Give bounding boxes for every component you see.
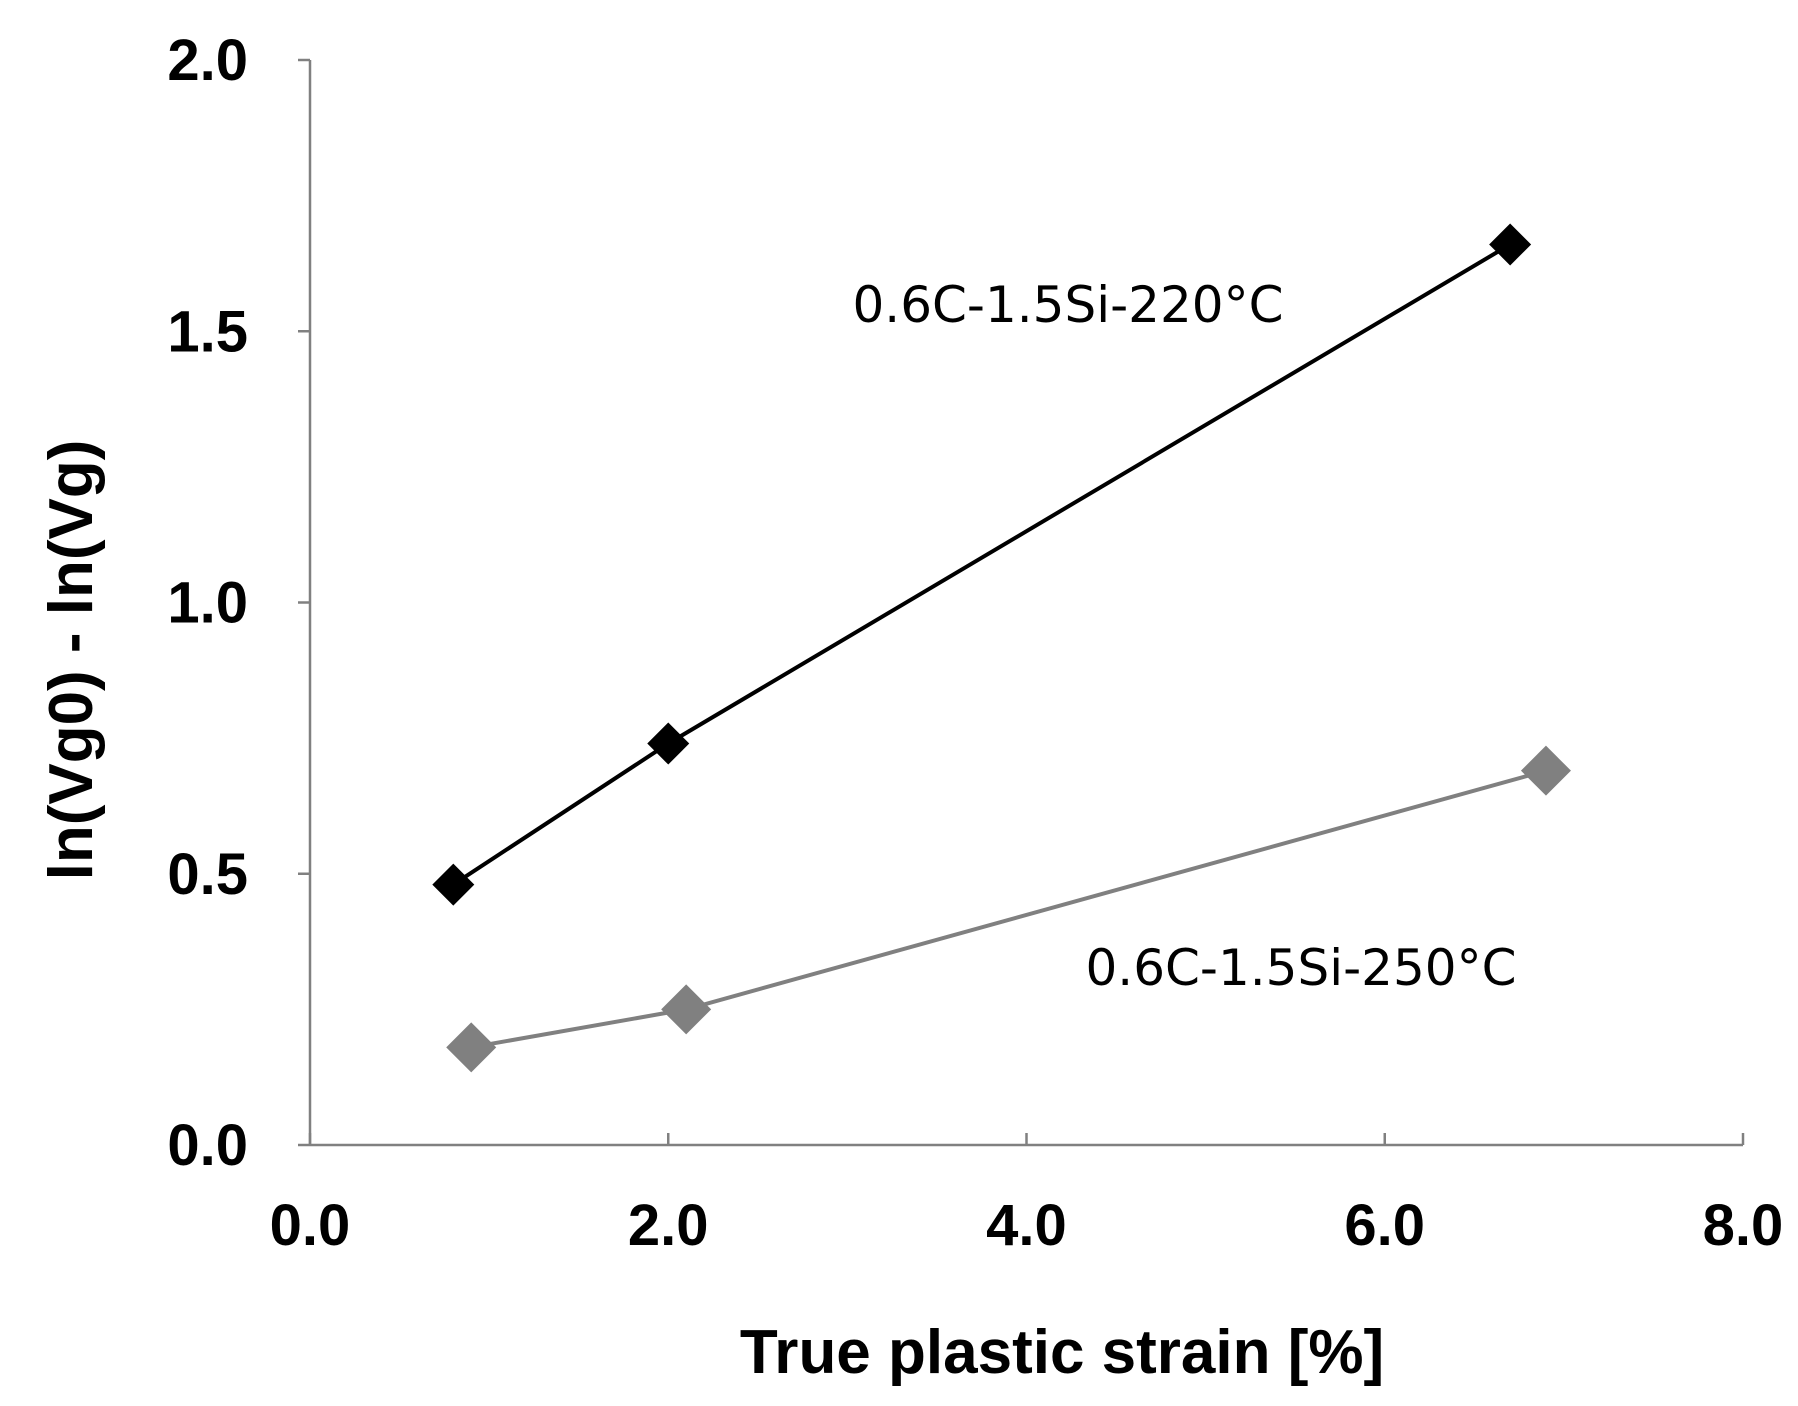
x-tick-label: 0.0 [270, 1193, 351, 1258]
data-point-marker [647, 722, 690, 765]
x-tick-label: 6.0 [1344, 1193, 1425, 1258]
series-line [452, 242, 1512, 887]
y-tick-label: 1.5 [167, 299, 248, 364]
y-axis-title: ln(Vg0) - ln(Vg) [37, 440, 106, 881]
series-layer: 0.6C-1.5Si-220°C 0.6C-1.5Si-250°C [432, 223, 1571, 1073]
x-tick-label: 2.0 [628, 1193, 709, 1258]
x-axis-title: True plastic strain [%] [740, 1318, 1384, 1387]
data-point-marker [1489, 223, 1532, 266]
series-label: 0.6C-1.5Si-220°C [852, 276, 1283, 334]
ticks: 0.0 2.0 4.0 6.0 8.0 0.0 0.5 1.0 1.5 2.0 [167, 28, 1783, 1258]
series-label: 0.6C-1.5Si-250°C [1085, 939, 1516, 997]
y-tick-label: 2.0 [167, 28, 248, 93]
series-1: 0.6C-1.5Si-220°C [432, 223, 1532, 906]
data-point-marker [1520, 745, 1571, 796]
data-point-marker [661, 984, 712, 1035]
data-point-marker [432, 863, 475, 906]
y-tick-label: 0.5 [167, 842, 248, 907]
series-2: 0.6C-1.5Si-250°C [446, 745, 1571, 1073]
y-tick-label: 1.0 [167, 571, 248, 636]
x-tick-label: 8.0 [1703, 1193, 1784, 1258]
data-point-marker [446, 1022, 497, 1073]
axes [308, 60, 1743, 1147]
x-tick-label: 4.0 [986, 1193, 1067, 1258]
series-line [470, 768, 1547, 1050]
y-tick-label: 0.0 [167, 1113, 248, 1178]
